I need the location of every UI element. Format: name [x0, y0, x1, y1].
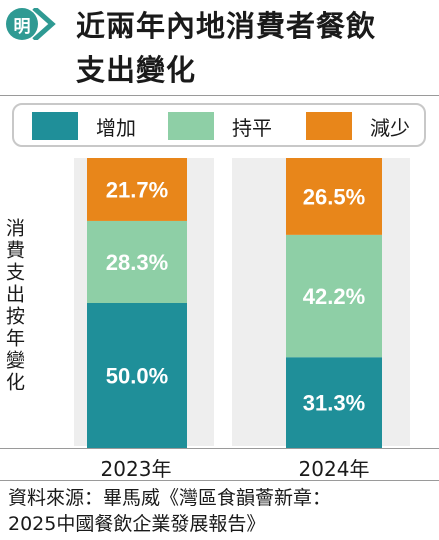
bar-segment-flat-2024: [286, 234, 382, 358]
page-title: 近兩年內地消費者餐飲 支出變化: [76, 4, 436, 92]
chart-legend: 增加 持平 減少: [12, 103, 426, 147]
data-label-flat-2023: 28.3%: [106, 250, 168, 275]
legend-label-flat: 持平: [232, 115, 272, 140]
source-divider: [0, 480, 439, 481]
legend-item-increase: 增加: [32, 111, 136, 141]
data-label-decrease-2023: 21.7%: [106, 177, 168, 202]
legend-label-increase: 增加: [96, 115, 136, 140]
category-label-2024: 2024年: [298, 457, 370, 481]
bar-segment-increase-2023: [87, 303, 187, 448]
header-badge: 明: [6, 8, 68, 40]
chevron-right-icon: [32, 8, 56, 40]
title-line-1: 近兩年內地消費者餐飲: [76, 9, 377, 43]
bar-segment-flat-2023: [87, 220, 187, 303]
source-note: 資料來源：畢馬威《灣區食韻薈新章： 2025中國餐飲企業發展報告》: [8, 485, 438, 537]
title-line-2: 支出變化: [76, 53, 197, 87]
bar-segment-decrease-2024: [286, 158, 382, 235]
header-divider: [0, 95, 439, 96]
legend-swatch-flat: [168, 112, 214, 140]
data-label-flat-2024: 42.2%: [303, 284, 365, 309]
data-label-increase-2024: 31.3%: [303, 391, 365, 416]
badge-logo: 明: [6, 8, 38, 40]
x-axis-line: [0, 448, 439, 449]
data-label-decrease-2024: 26.5%: [303, 184, 365, 209]
legend-item-flat: 持平: [168, 111, 272, 141]
legend-label-decrease: 減少: [370, 115, 410, 140]
source-line-1: 資料來源：畢馬威《灣區食韻薈新章：: [8, 487, 332, 509]
source-line-2: 2025中國餐飲企業發展報告》: [8, 513, 266, 535]
legend-swatch-decrease: [306, 112, 352, 140]
bar-segment-increase-2024: [286, 357, 382, 448]
y-axis-label: 消費支出按年變化: [3, 218, 25, 394]
data-label-increase-2023: 50.0%: [106, 364, 168, 389]
legend-item-decrease: 減少: [306, 111, 410, 141]
legend-swatch-increase: [32, 112, 78, 140]
category-label-2023: 2023年: [100, 457, 172, 481]
bar-segment-decrease-2023: [87, 158, 187, 221]
